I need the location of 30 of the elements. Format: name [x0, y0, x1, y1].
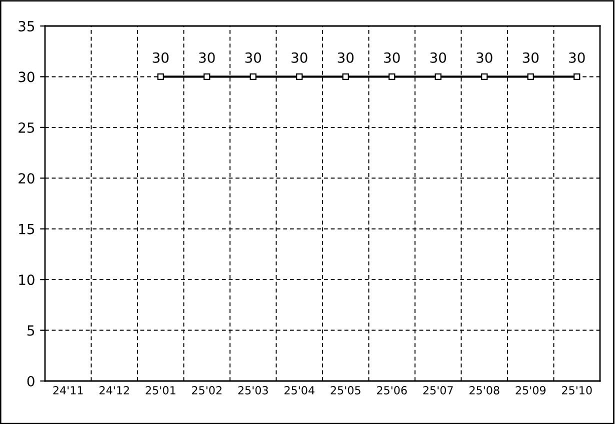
x-tick-label: 25'09 [516, 386, 546, 394]
data-label: 30 [522, 52, 539, 63]
data-label: 30 [569, 52, 585, 63]
y-tick-label: 20 [18, 173, 34, 184]
y-tick-label: 0 [27, 376, 34, 386]
y-tick-label: 10 [19, 274, 34, 286]
y-tick-label: 15 [19, 224, 34, 234]
data-label: 30 [292, 52, 308, 63]
x-tick-label: 25'03 [238, 386, 268, 394]
x-tick-label: 25'01 [146, 386, 176, 394]
data-label: 30 [152, 52, 169, 63]
x-tick-label: 25'07 [423, 386, 453, 394]
data-label: 30 [199, 52, 215, 63]
x-tick-label: 24'11 [53, 386, 83, 394]
y-tick-label: 5 [28, 325, 34, 336]
y-tick-label: 25 [18, 122, 34, 133]
data-label: 30 [430, 52, 446, 63]
y-tick-label: 30 [18, 72, 34, 82]
x-tick-label: 25'08 [470, 386, 500, 394]
data-label: 30 [338, 52, 354, 63]
x-tick-label: 25'10 [562, 386, 592, 394]
y-tick-label: 35 [18, 20, 34, 32]
x-tick-label: 24'12 [100, 386, 129, 394]
x-tick-label: 25'04 [284, 386, 314, 394]
data-label: 30 [384, 52, 400, 63]
data-label: 30 [476, 52, 492, 63]
x-tick-label: 25'02 [192, 386, 222, 394]
data-label: 30 [245, 52, 262, 63]
x-tick-label: 25'05 [330, 386, 360, 394]
x-tick-label: 25'06 [377, 386, 407, 394]
